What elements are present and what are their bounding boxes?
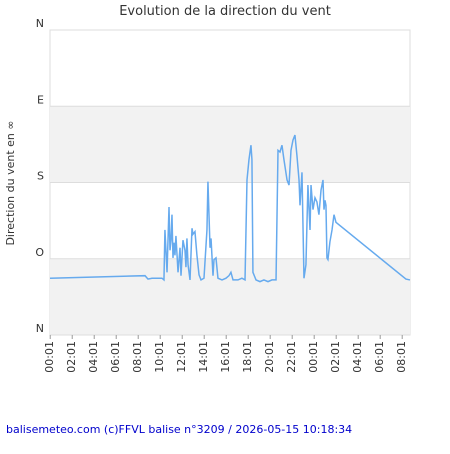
y-tick-label: N (36, 322, 44, 335)
y-axis-label: Direction du vent en ∞ (4, 120, 17, 245)
x-tick-label: 06:01 (109, 341, 122, 373)
y-tick-label: S (37, 170, 44, 183)
grid-band (50, 258, 410, 335)
y-tick-label: N (36, 17, 44, 30)
x-tick-label: 20:01 (263, 341, 276, 373)
x-tick-label: 04:01 (351, 341, 364, 373)
x-tick-label: 08:01 (131, 341, 144, 373)
x-tick-label: 00:01 (43, 341, 56, 373)
y-tick-label: E (37, 93, 44, 106)
x-tick-label: 12:01 (175, 341, 188, 373)
x-tick-label: 00:01 (307, 341, 320, 373)
x-tick-label: 02:01 (329, 341, 342, 373)
x-tick-label: 04:01 (87, 341, 100, 373)
grid-band (50, 106, 410, 183)
footer: balisemeteo.com (c)FFVL balise n°3209 / … (6, 423, 352, 436)
x-tick-label: 08:01 (395, 341, 408, 373)
wind-line (49, 134, 411, 283)
x-tick-label: 14:01 (197, 341, 210, 373)
x-tick-label: 18:01 (241, 341, 254, 373)
x-tick-label: 22:01 (285, 341, 298, 373)
x-tick-label: 10:01 (153, 341, 166, 373)
x-tick-label: 16:01 (219, 341, 232, 373)
x-tick-label: 02:01 (65, 341, 78, 373)
chart-title: Evolution de la direction du vent (119, 4, 331, 19)
x-tick-label: 06:01 (373, 341, 386, 373)
y-tick-label: O (35, 246, 44, 259)
